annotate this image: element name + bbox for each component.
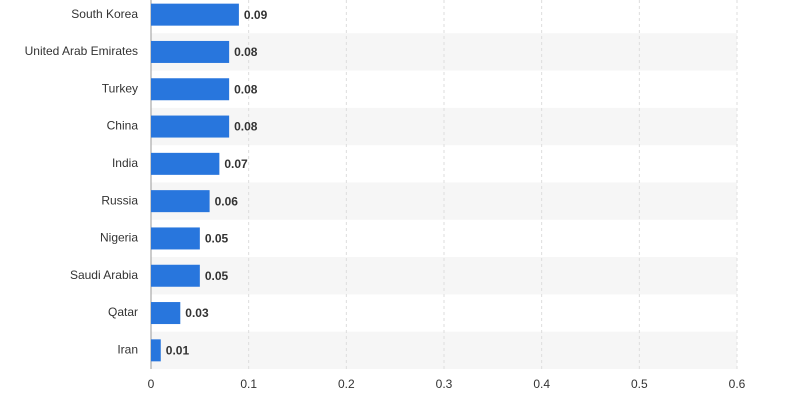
bar [151, 40, 230, 63]
value-label: 0.08 [234, 45, 258, 59]
bar [151, 78, 230, 101]
value-label: 0.09 [244, 8, 268, 22]
y-tick-label: China [107, 119, 139, 133]
bar [151, 115, 230, 138]
value-label: 0.06 [215, 194, 239, 208]
x-tick-label: 0 [148, 377, 155, 391]
x-tick-label: 0.3 [436, 377, 453, 391]
y-tick-label: Qatar [108, 305, 138, 319]
x-tick-label: 0.5 [631, 377, 648, 391]
y-tick-label: Turkey [102, 81, 138, 95]
bar [151, 190, 210, 213]
bar [151, 152, 220, 175]
x-tick-label: 0.2 [338, 377, 355, 391]
value-label: 0.07 [224, 157, 248, 171]
bar [151, 3, 239, 26]
x-tick-label: 0.4 [533, 377, 550, 391]
value-label: 0.03 [185, 306, 209, 320]
bar [151, 264, 200, 287]
y-tick-label: India [112, 156, 138, 170]
y-tick-label: United Arab Emirates [25, 44, 138, 58]
y-tick-label: Saudi Arabia [70, 268, 138, 282]
bar [151, 302, 181, 325]
row-stripe [151, 33, 737, 71]
value-label: 0.05 [205, 269, 229, 283]
y-tick-label: Nigeria [100, 231, 138, 245]
value-label: 0.05 [205, 232, 229, 246]
x-tick-label: 0.1 [240, 377, 257, 391]
value-label: 0.08 [234, 82, 258, 96]
value-label: 0.08 [234, 120, 258, 134]
value-label: 0.01 [166, 344, 190, 358]
y-tick-label: Iran [117, 343, 138, 357]
bar [151, 227, 200, 250]
bar [151, 339, 161, 362]
y-tick-label: South Korea [71, 7, 138, 21]
x-tick-label: 0.6 [729, 377, 746, 391]
y-tick-label: Russia [101, 193, 138, 207]
